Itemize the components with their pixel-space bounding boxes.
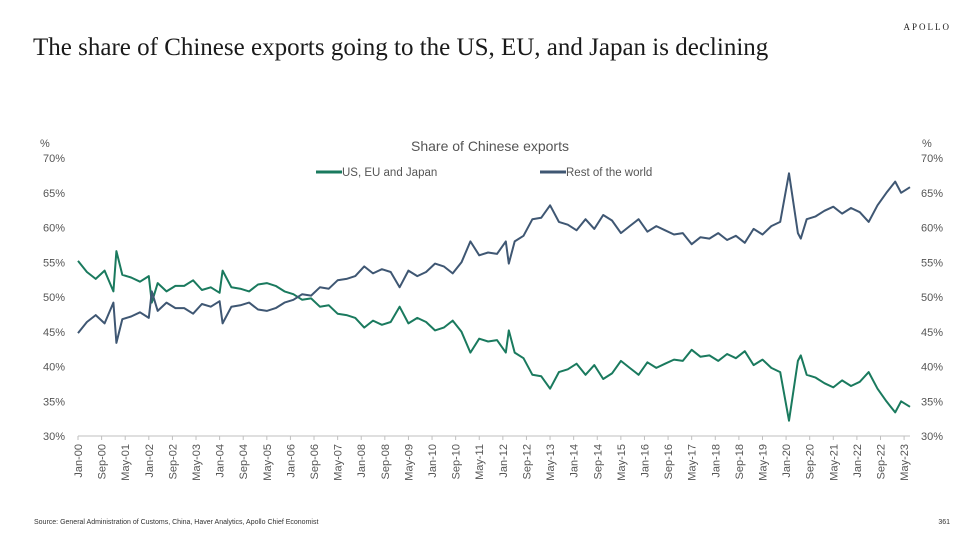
x-tick-label: Sep-18 — [734, 444, 746, 479]
y-tick-label-left: 55% — [43, 257, 65, 269]
x-axis: Jan-00 Sep-00 May-01 Jan-02 Sep-02 May-03 Jan-… — [73, 436, 911, 481]
x-tick-label: Jan-06 — [285, 444, 297, 478]
y-tick-label-right: 60% — [921, 223, 943, 235]
x-tick-label: Jan-00 — [73, 444, 85, 478]
y-tick-label-left: 65% — [43, 188, 65, 200]
x-tick-label: May-09 — [403, 444, 415, 481]
chart-title: Share of Chinese exports — [411, 138, 569, 154]
y-tick-label-left: 35% — [43, 396, 65, 408]
x-tick-label: Jan-20 — [781, 444, 793, 478]
x-tick-label: Sep-08 — [380, 444, 392, 479]
y-tick-label-right: 45% — [921, 327, 943, 339]
y-tick-label-right: 35% — [921, 396, 943, 408]
x-tick-label: May-17 — [687, 444, 699, 481]
x-tick-label: Sep-06 — [309, 444, 321, 479]
y-tick-label-right: 30% — [921, 431, 943, 443]
x-tick-label: May-15 — [616, 444, 628, 481]
plot-area — [77, 172, 911, 422]
x-tick-label: Sep-10 — [451, 444, 463, 479]
x-tick-label: May-05 — [262, 444, 274, 481]
x-tick-label: Sep-12 — [521, 444, 533, 479]
x-tick-label: Jan-14 — [569, 444, 581, 478]
source-note: Source: General Administration of Custom… — [34, 519, 319, 526]
x-tick-label: Jan-12 — [498, 444, 510, 478]
x-tick-label: May-21 — [828, 444, 840, 481]
x-tick-label: Sep-16 — [663, 444, 675, 479]
y-axis-left: 30% 35% 40% 45% 50% 55% 60% 65% 70% — [43, 153, 65, 443]
page-title: The share of Chinese exports going to th… — [33, 34, 769, 61]
x-tick-label: Jan-10 — [427, 444, 439, 478]
legend: US, EU and Japan Rest of the world — [316, 167, 652, 179]
x-tick-label: Jan-18 — [710, 444, 722, 478]
y-tick-label-right: 40% — [921, 362, 943, 374]
x-tick-label: Sep-04 — [238, 444, 250, 479]
y-tick-label-left: 40% — [43, 362, 65, 374]
x-tick-label: May-19 — [757, 444, 769, 481]
y-tick-label-right: 65% — [921, 188, 943, 200]
x-tick-label: Jan-16 — [639, 444, 651, 478]
x-tick-label: May-11 — [474, 444, 486, 480]
x-tick-label: Jan-22 — [852, 444, 864, 478]
x-tick-label: Sep-20 — [805, 444, 817, 479]
legend-label-rest-of-world: Rest of the world — [566, 167, 652, 179]
series-line-us-eu-japan — [77, 250, 911, 422]
brand-logo: APOLLO — [903, 22, 951, 32]
series-line-rest-of-world — [77, 172, 911, 344]
y-axis-right: 30% 35% 40% 45% 50% 55% 60% 65% 70% — [921, 153, 943, 443]
y-axis-label-left: % — [40, 138, 50, 150]
x-tick-label: May-01 — [120, 444, 132, 481]
x-tick-label: Jan-02 — [144, 444, 156, 478]
y-tick-label-left: 45% — [43, 327, 65, 339]
x-tick-label: Jan-08 — [356, 444, 368, 478]
x-tick-label: Sep-22 — [875, 444, 887, 479]
legend-label-us-eu-japan: US, EU and Japan — [342, 167, 437, 179]
x-tick-label: May-03 — [191, 444, 203, 481]
x-tick-label: Sep-00 — [97, 444, 109, 479]
y-tick-label-right: 55% — [921, 257, 943, 269]
page-number: 361 — [938, 519, 950, 526]
x-tick-label: Sep-14 — [592, 444, 604, 479]
x-tick-label: Sep-02 — [167, 444, 179, 479]
x-tick-label: May-07 — [333, 444, 345, 481]
y-axis-label-right: % — [922, 138, 932, 150]
x-tick-label: May-23 — [899, 444, 911, 481]
y-tick-label-left: 30% — [43, 431, 65, 443]
y-tick-label-left: 60% — [43, 223, 65, 235]
y-tick-label-left: 70% — [43, 153, 65, 165]
y-tick-label-left: 50% — [43, 292, 65, 304]
y-tick-label-right: 70% — [921, 153, 943, 165]
x-tick-label: May-13 — [545, 444, 557, 481]
y-tick-label-right: 50% — [921, 292, 943, 304]
x-tick-label: Jan-04 — [215, 444, 227, 478]
